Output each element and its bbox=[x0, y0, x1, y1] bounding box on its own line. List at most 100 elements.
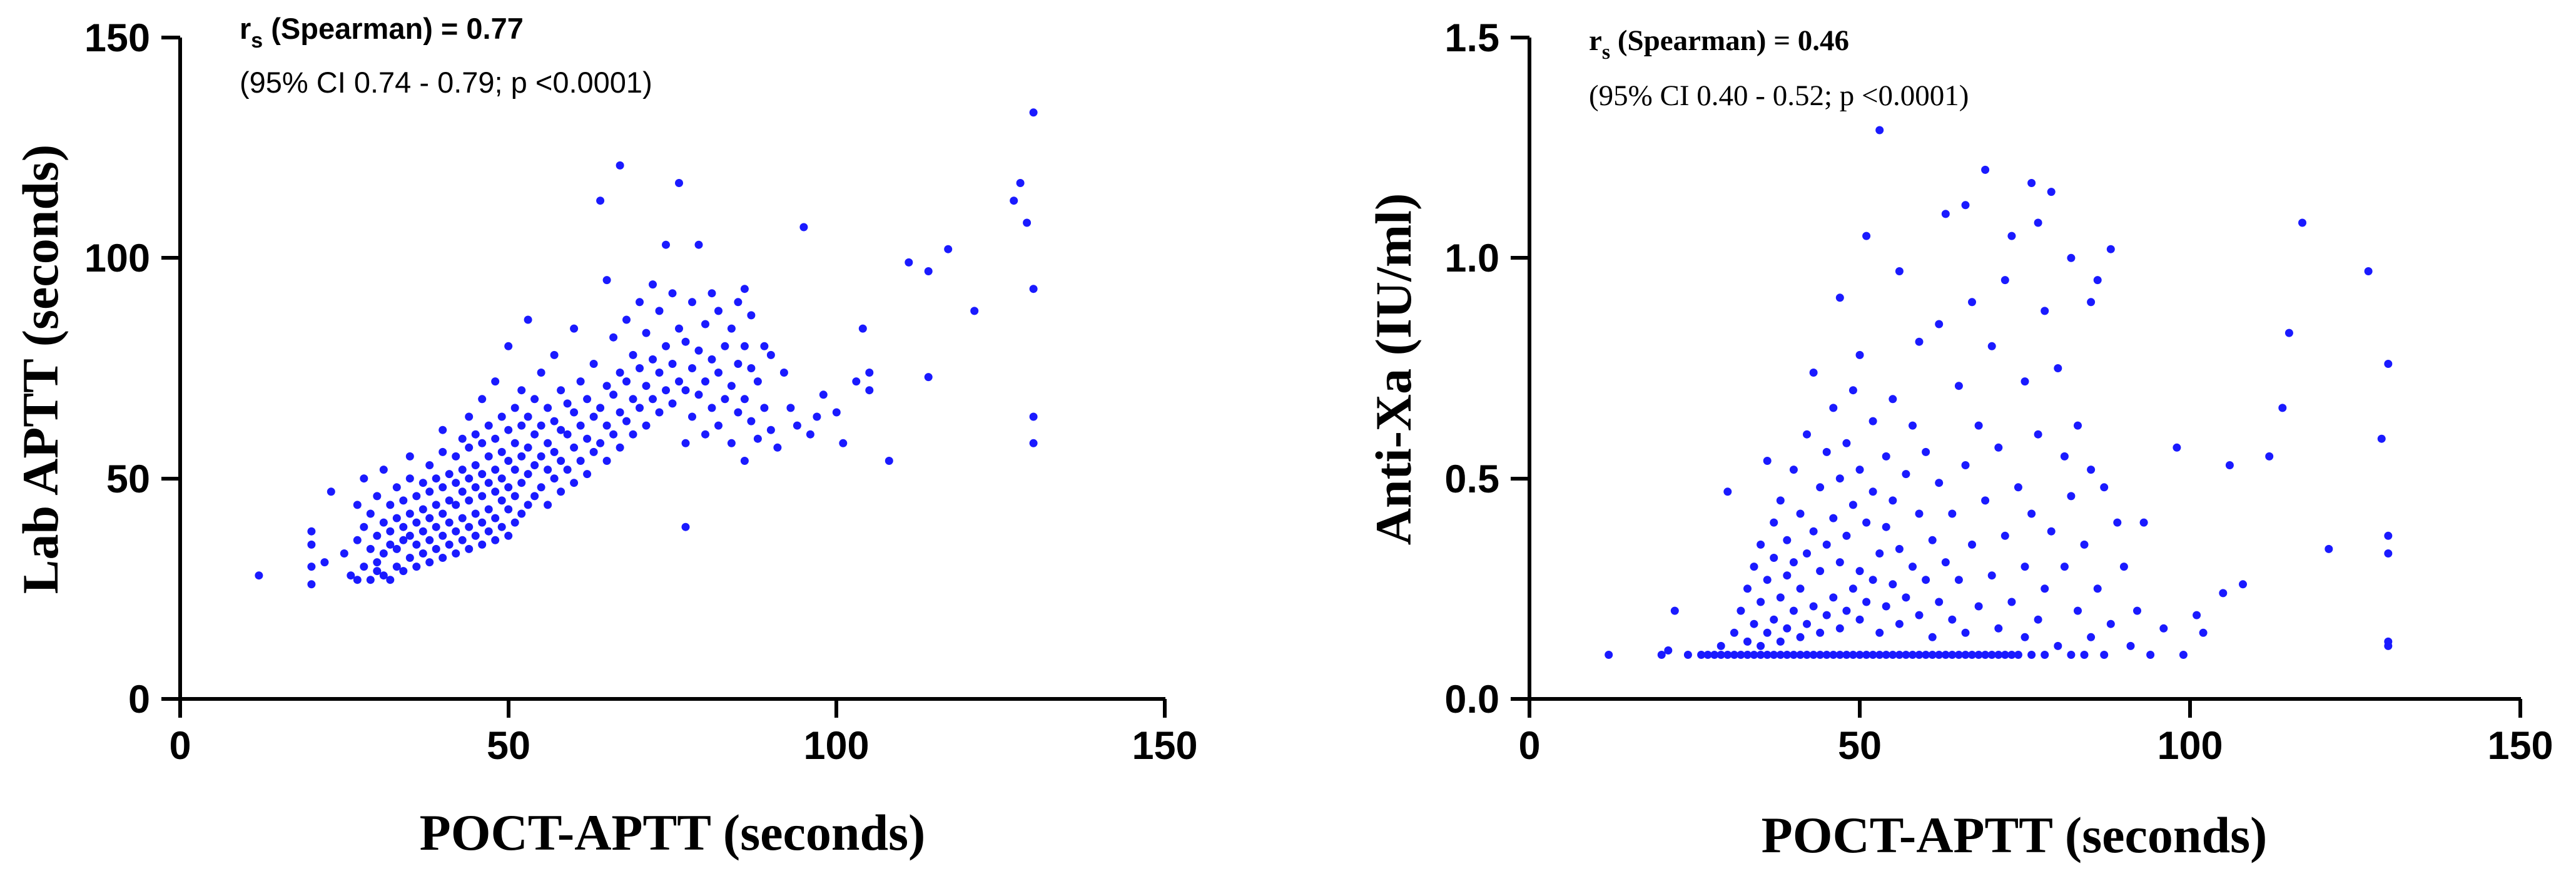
right-point-9 bbox=[1716, 651, 1725, 659]
right-rs-value: (Spearman) = 0.46 bbox=[1610, 24, 1849, 57]
left-point-147 bbox=[550, 447, 559, 456]
right-point-225 bbox=[2384, 549, 2393, 558]
left-point-254 bbox=[793, 421, 801, 430]
right-point-59 bbox=[1816, 628, 1825, 637]
left-point-255 bbox=[799, 223, 808, 232]
left-point-221 bbox=[701, 430, 709, 439]
left-point-137 bbox=[530, 395, 539, 404]
left-point-162 bbox=[576, 421, 585, 430]
right-point-127 bbox=[1928, 536, 1937, 544]
right-point-16 bbox=[1743, 651, 1752, 659]
left-point-61 bbox=[439, 531, 447, 540]
left-y-tick-label-50: 50 bbox=[106, 457, 150, 501]
right-point-189 bbox=[2074, 606, 2082, 615]
left-point-68 bbox=[445, 496, 454, 505]
left-point-234 bbox=[727, 324, 736, 333]
left-point-91 bbox=[478, 540, 487, 549]
right-point-131 bbox=[1935, 320, 1944, 328]
right-point-102 bbox=[1882, 522, 1890, 531]
left-point-212 bbox=[681, 439, 690, 447]
left-point-65 bbox=[439, 425, 447, 434]
right-point-92 bbox=[1869, 651, 1877, 659]
right-point-26 bbox=[1763, 651, 1772, 659]
left-point-195 bbox=[642, 328, 651, 337]
left-point-171 bbox=[596, 404, 605, 412]
left-point-211 bbox=[681, 522, 690, 531]
right-point-57 bbox=[1809, 369, 1818, 377]
left-point-4 bbox=[307, 527, 316, 536]
left-point-38 bbox=[405, 554, 414, 562]
right-point-15 bbox=[1737, 606, 1745, 615]
left-point-74 bbox=[452, 452, 460, 461]
right-point-99 bbox=[1875, 126, 1884, 135]
right-point-202 bbox=[2113, 518, 2122, 527]
left-point-103 bbox=[491, 514, 500, 522]
left-point-193 bbox=[642, 421, 651, 430]
right-point-10 bbox=[1723, 487, 1732, 496]
left-point-227 bbox=[714, 421, 723, 430]
right-point-115 bbox=[1909, 651, 1917, 659]
left-point-86 bbox=[471, 531, 480, 540]
left-point-231 bbox=[721, 342, 729, 350]
right-point-208 bbox=[2159, 624, 2168, 633]
right-point-180 bbox=[2047, 527, 2056, 536]
left-point-224 bbox=[707, 404, 716, 412]
left-point-129 bbox=[524, 501, 532, 509]
right-point-141 bbox=[1961, 651, 1970, 659]
right-point-4 bbox=[1683, 651, 1692, 659]
left-point-192 bbox=[636, 298, 644, 307]
right-point-40 bbox=[1783, 571, 1792, 580]
right-point-63 bbox=[1822, 611, 1831, 619]
left-point-178 bbox=[609, 390, 618, 399]
right-point-64 bbox=[1822, 540, 1831, 549]
left-point-206 bbox=[668, 360, 677, 368]
right-point-81 bbox=[1848, 501, 1857, 509]
left-point-2 bbox=[307, 563, 316, 571]
right-y-axis-title: Anti-Xa (IU/ml) bbox=[1365, 193, 1422, 546]
right-point-153 bbox=[1981, 165, 1990, 174]
right-point-89 bbox=[1862, 598, 1871, 606]
right-point-196 bbox=[2093, 584, 2102, 593]
left-point-75 bbox=[458, 536, 467, 544]
left-x-tick-label-150: 150 bbox=[1132, 724, 1197, 768]
left-point-127 bbox=[517, 421, 526, 430]
right-point-108 bbox=[1895, 651, 1904, 659]
right-point-184 bbox=[2060, 563, 2069, 571]
left-point-202 bbox=[662, 386, 670, 395]
left-point-160 bbox=[570, 324, 579, 333]
left-point-190 bbox=[636, 404, 644, 412]
right-point-227 bbox=[2384, 641, 2393, 650]
left-point-153 bbox=[557, 386, 565, 395]
right-point-51 bbox=[1803, 619, 1811, 628]
left-point-240 bbox=[740, 342, 749, 350]
right-point-156 bbox=[1987, 342, 1996, 350]
right-point-144 bbox=[1961, 201, 1970, 210]
right-point-18 bbox=[1743, 584, 1752, 593]
right-point-19 bbox=[1750, 651, 1758, 659]
left-point-58 bbox=[432, 501, 440, 509]
right-point-78 bbox=[1842, 439, 1851, 447]
right-point-176 bbox=[2034, 218, 2042, 227]
left-point-250 bbox=[766, 350, 775, 359]
left-point-196 bbox=[649, 395, 657, 404]
right-point-220 bbox=[2325, 544, 2333, 553]
left-point-272 bbox=[1016, 179, 1025, 187]
left-point-168 bbox=[589, 412, 598, 421]
right-point-161 bbox=[2000, 531, 2009, 540]
left-point-226 bbox=[707, 289, 716, 298]
left-point-19 bbox=[373, 558, 382, 567]
left-point-72 bbox=[452, 501, 460, 509]
left-point-57 bbox=[432, 522, 440, 531]
left-point-164 bbox=[583, 470, 592, 479]
left-point-111 bbox=[497, 447, 506, 456]
left-point-12 bbox=[360, 563, 368, 571]
left-point-120 bbox=[510, 492, 519, 501]
left-point-123 bbox=[510, 404, 519, 412]
right-point-86 bbox=[1855, 466, 1864, 474]
left-point-218 bbox=[694, 390, 703, 399]
left-point-209 bbox=[675, 324, 683, 333]
left-point-0 bbox=[255, 571, 263, 580]
right-point-97 bbox=[1875, 628, 1884, 637]
right-spearman-label: rs (Spearman) = 0.46 bbox=[1589, 24, 1849, 64]
right-point-192 bbox=[2080, 540, 2089, 549]
